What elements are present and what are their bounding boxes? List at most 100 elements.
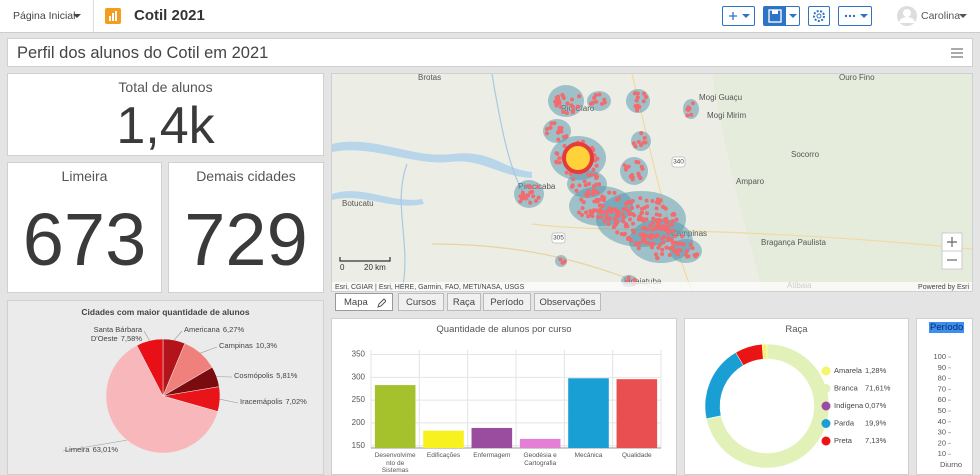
indicator-title: Demais cidades (196, 168, 296, 184)
gear-icon (813, 10, 825, 22)
more-button[interactable] (838, 6, 872, 26)
x-tick-label: Mecânica (574, 452, 603, 459)
app-title: Cotil 2021 (134, 7, 205, 24)
point (588, 211, 593, 216)
add-button[interactable] (722, 6, 755, 26)
point (597, 92, 602, 97)
slice-value: 6,27% (222, 325, 245, 334)
period-panel: Período 10 20 30 40 50 60 70 80 90 100 Diurno (916, 318, 973, 475)
point (631, 221, 636, 226)
point (597, 182, 602, 187)
road-label: 305 (553, 235, 564, 242)
legend-label: Branca (834, 383, 859, 392)
point (582, 179, 587, 184)
point (672, 212, 677, 217)
top-bar: Página Inicial Cotil 2021 Carolina (0, 0, 980, 33)
y-tick-label: 20 (938, 438, 946, 447)
point (599, 215, 604, 220)
tab-label: Raça (452, 297, 476, 308)
point (564, 111, 569, 116)
user-name[interactable]: Carolina (921, 10, 961, 22)
map-line (400, 163, 408, 291)
point (528, 190, 533, 195)
point (628, 201, 633, 206)
bar (568, 378, 609, 448)
point (536, 195, 541, 200)
leader-line (173, 330, 183, 341)
point (655, 256, 660, 261)
point (636, 173, 641, 178)
point (579, 213, 584, 218)
home-menu[interactable]: Página Inicial (13, 10, 76, 22)
point (678, 248, 683, 253)
point (558, 105, 563, 110)
legend-swatch (821, 401, 831, 411)
point (621, 219, 626, 224)
point (568, 171, 573, 176)
tab-label: Cursos (405, 297, 437, 308)
point (570, 104, 575, 109)
point (644, 211, 649, 216)
point (661, 240, 666, 245)
tab[interactable]: Período (483, 293, 531, 311)
hot-spot (562, 142, 594, 174)
point (576, 104, 581, 109)
settings-button[interactable] (808, 6, 830, 26)
tab[interactable]: Mapa (335, 293, 393, 311)
slice-name: Campinas (219, 341, 253, 350)
tab[interactable]: Observações (534, 293, 601, 311)
indicator-panel: Total de alunos 1,4k (7, 73, 324, 156)
point (597, 203, 602, 208)
point (637, 214, 642, 219)
tab[interactable]: Raça (447, 293, 481, 311)
slice-label: Campinas 10,3% (219, 341, 277, 350)
chart-title: Período (929, 322, 965, 333)
slice-label: Santa Bárbara D'Oeste 7,58% (62, 325, 142, 343)
point (586, 214, 591, 219)
tab[interactable]: Cursos (398, 293, 444, 311)
point (650, 198, 655, 203)
point (615, 230, 620, 235)
point (607, 208, 612, 213)
y-tick-label: 250 (352, 395, 366, 404)
point (560, 260, 565, 265)
point (648, 223, 653, 228)
point (586, 173, 591, 178)
point (642, 135, 647, 140)
point (657, 242, 662, 247)
point (615, 219, 620, 224)
avatar[interactable] (896, 5, 918, 27)
point (556, 129, 561, 134)
save-button[interactable] (763, 6, 800, 26)
point (621, 232, 626, 237)
point (611, 225, 616, 230)
pie-panel: Cidades com maior quantidade de alunos A… (7, 300, 324, 475)
point (589, 172, 594, 177)
point (597, 197, 602, 202)
point (641, 99, 646, 104)
point (633, 104, 638, 109)
menu-icon[interactable] (950, 46, 964, 60)
point (643, 140, 648, 145)
point (628, 174, 633, 179)
point (635, 108, 640, 113)
place-label: Brotas (418, 74, 441, 82)
point (557, 156, 562, 161)
point (554, 151, 559, 156)
bar (423, 430, 464, 448)
indicator-panel: Limeira 673 (7, 162, 162, 293)
point (645, 234, 650, 239)
legend-swatch (821, 384, 831, 393)
indicator-value: 673 (22, 198, 147, 281)
point (644, 217, 649, 222)
point (635, 204, 640, 209)
point (602, 97, 607, 102)
point (651, 234, 656, 239)
point (601, 198, 606, 203)
chart-title: Cidades com maior quantidade de alunos (81, 307, 250, 317)
point (686, 105, 691, 110)
point (626, 209, 631, 214)
point (641, 91, 646, 96)
legend-swatch (821, 436, 831, 446)
